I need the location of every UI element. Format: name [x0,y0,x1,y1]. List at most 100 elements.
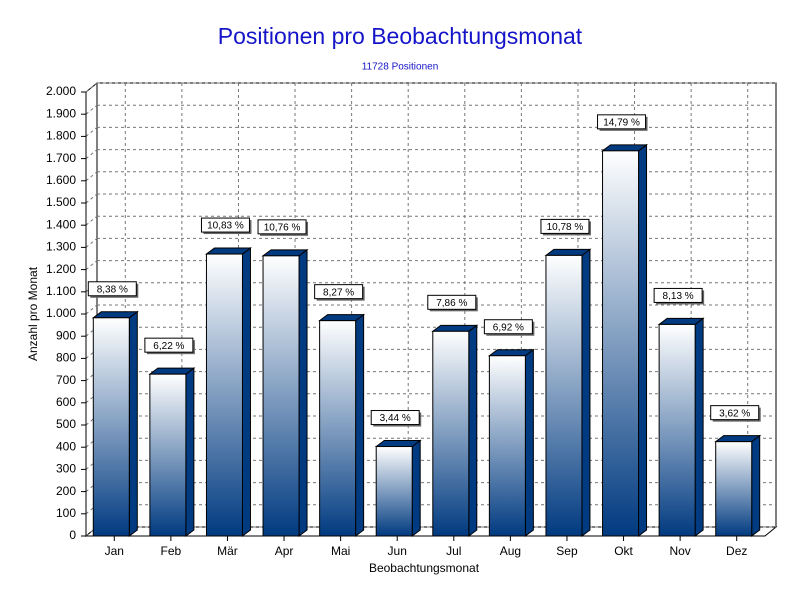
label-box [597,114,647,130]
bar-top [261,249,309,257]
bar-side [751,434,761,537]
y-tick-label: 200 [56,484,76,498]
y-tick-label: 1.700 [46,151,76,165]
chart-title: Positionen pro Beobachtungsmonat [218,23,583,49]
y-tick-label: 0 [69,528,76,542]
grid-line-side [85,149,98,159]
bar [375,446,413,537]
bar [432,330,470,537]
value-label: 8,38 % [97,284,128,295]
y-tick-label: 900 [56,328,76,342]
grid-line-side [85,393,98,404]
grid-line-side [85,193,98,204]
x-tick-label: Nov [669,544,690,558]
bar [205,253,243,537]
bar [715,441,753,537]
bar-side [581,248,591,537]
label-box [483,319,533,335]
bar-side [411,439,421,537]
bar-top [318,314,366,322]
x-tick-label: Sep [556,544,578,558]
label-box [144,337,194,353]
label-box [653,287,703,303]
bar-top [601,144,649,152]
bar [545,254,583,537]
y-tick-label: 1.500 [46,195,76,209]
bar-side [524,348,534,537]
x-tick-label: Mai [331,544,350,558]
label-box [540,218,590,234]
value-label: 6,22 % [153,341,184,352]
label-box [710,405,760,421]
bar-side [468,324,478,537]
label-box [427,294,477,310]
value-label: 7,86 % [436,298,467,309]
label-box [314,284,364,300]
value-label: 3,62 % [719,408,750,419]
grid-line-side [85,526,98,537]
grid-line-side [85,82,98,93]
bar [658,323,696,537]
bar [92,317,130,537]
value-label: 8,13 % [663,291,694,302]
bar [602,150,640,537]
bar-top [91,311,139,319]
value-label: 10,78 % [547,222,584,233]
y-tick-label: 1.200 [46,262,76,276]
value-label: 6,92 % [493,322,524,333]
grid-line-side [85,238,98,248]
grid-line-side [85,437,98,448]
value-label: 8,27 % [323,287,354,298]
grid-line-side [85,482,98,492]
grid-line-side [85,504,98,515]
chart-subtitle: 11728 Positionen [362,62,439,73]
bar-top [204,247,252,255]
grid-line-side [85,415,98,426]
y-tick-label: 600 [56,395,76,409]
y-axis-label: Anzahl pro Monat [26,266,40,361]
x-tick-label: Jun [388,544,407,558]
grid-line-side [85,260,98,270]
y-tick-label: 400 [56,439,76,453]
grid-line-side [85,349,98,359]
value-label: 10,76 % [264,222,301,233]
grid-line-side [85,371,98,381]
y-tick-label: 300 [56,462,76,476]
bar-side [694,317,704,537]
bar [262,255,300,537]
bar [319,320,357,537]
y-tick-label: 1.600 [46,173,76,187]
x-tick-label: Apr [275,544,294,558]
bar-top [714,435,762,443]
x-tick-label: Jul [446,544,461,558]
bar [149,373,187,537]
x-tick-label: Aug [500,544,521,558]
bar-top [657,317,705,325]
y-tick-label: 700 [56,373,76,387]
grid-line-side [85,215,98,226]
y-tick-label: 1.000 [46,306,76,320]
bar-top [487,349,535,357]
bar-top [431,324,479,332]
y-tick-label: 1.300 [46,240,76,254]
x-tick-label: Jan [105,544,124,558]
label-box [370,410,420,426]
grid-line-side [85,171,98,182]
x-tick-label: Dez [726,544,747,558]
y-tick-label: 800 [56,351,76,365]
bar-top [148,367,196,375]
bar-top [374,440,422,448]
x-tick-label: Okt [614,544,633,558]
grid-line-side [85,460,98,470]
x-tick-label: Feb [161,544,182,558]
bar-side [128,310,138,537]
value-label: 10,83 % [207,221,244,232]
y-tick-label: 2.000 [46,84,76,98]
bar-side [241,247,251,537]
grid-line-side [85,304,98,315]
y-tick-label: 1.900 [46,106,76,120]
value-label: 3,44 % [380,413,411,424]
label-box [200,217,250,233]
bar-side [185,367,195,537]
